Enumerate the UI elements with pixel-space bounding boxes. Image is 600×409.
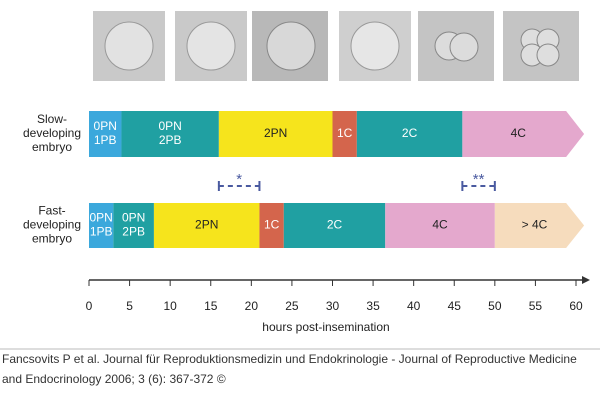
x-tick-label: 55 [529, 299, 543, 313]
stage-label: 1PB [94, 133, 117, 147]
axis-arrow [582, 276, 590, 284]
x-tick-label: 10 [163, 299, 177, 313]
x-tick-label: 40 [407, 299, 421, 313]
stage-label: 0PN [90, 211, 113, 225]
blastomere [449, 32, 479, 62]
stage-segment [283, 203, 386, 248]
stage-segment [356, 111, 463, 157]
embryo [186, 21, 236, 71]
stage-segment [494, 203, 585, 248]
stage-segment [218, 111, 333, 157]
significance-label: ** [473, 171, 485, 188]
stage-label: 4C [511, 126, 527, 140]
stage-label: 1C [337, 126, 353, 140]
stage-segment [462, 111, 585, 157]
stage-segment [121, 111, 219, 157]
row-label: embryo [32, 232, 72, 246]
embryo [350, 21, 400, 71]
stage-segment [89, 203, 114, 248]
stage-segment [153, 203, 260, 248]
x-tick-label: 45 [448, 299, 462, 313]
x-tick-label: 5 [126, 299, 133, 313]
stage-label: 0PN [94, 119, 117, 133]
stage-label: 1C [264, 218, 280, 232]
source-note: Fancsovits P et al. Journal für Reproduk… [2, 352, 577, 366]
stage-label: 2C [402, 126, 418, 140]
blastomere [536, 43, 560, 67]
row-label: Fast- [38, 204, 65, 218]
x-tick-label: 0 [86, 299, 93, 313]
stage-label: 2PN [195, 218, 218, 232]
x-tick-label: 50 [488, 299, 502, 313]
stage-label: 2PB [159, 133, 182, 147]
x-tick-label: 20 [245, 299, 259, 313]
x-tick-label: 35 [366, 299, 380, 313]
embryo-photos [93, 11, 579, 81]
stage-label: > 4C [522, 218, 548, 232]
x-tick-label: 30 [326, 299, 340, 313]
embryo [104, 21, 154, 71]
stage-label: 1PB [90, 225, 113, 239]
stage-label: 2PB [122, 225, 145, 239]
x-axis-label: hours post-insemination [262, 320, 389, 334]
stage-segment [259, 203, 284, 248]
embryo [266, 21, 316, 71]
stage-segment [385, 203, 495, 248]
x-tick-label: 60 [569, 299, 583, 313]
stage-label: 0PN [122, 211, 145, 225]
stage-label: 0PN [158, 119, 181, 133]
row-label: developing [23, 126, 81, 140]
significance-label: * [236, 171, 242, 188]
stage-label: 2C [327, 218, 343, 232]
x-tick-label: 15 [204, 299, 218, 313]
stage-label: 2PN [264, 126, 287, 140]
stage-segment [113, 203, 154, 248]
row-label: embryo [32, 140, 72, 154]
row-label: developing [23, 218, 81, 232]
stage-segment [332, 111, 357, 157]
x-tick-label: 25 [285, 299, 299, 313]
stage-label: 4C [432, 218, 448, 232]
row-label: Slow- [37, 112, 67, 126]
source-note: and Endocrinology 2006; 3 (6): 367-372 © [2, 372, 226, 386]
stage-segment [89, 111, 122, 157]
